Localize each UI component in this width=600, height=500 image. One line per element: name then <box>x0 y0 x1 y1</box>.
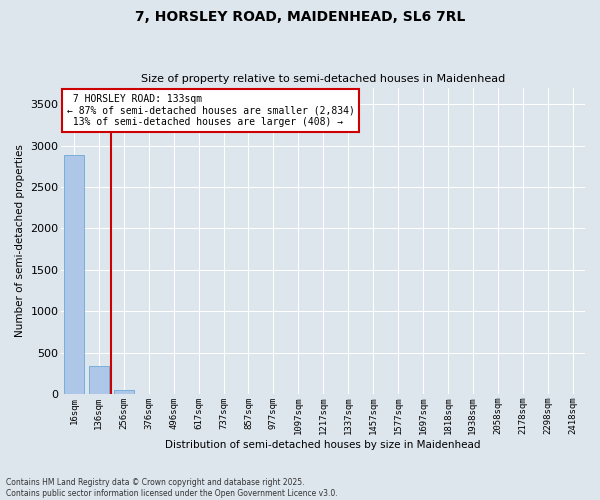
Bar <box>64 154 84 394</box>
X-axis label: Distribution of semi-detached houses by size in Maidenhead: Distribution of semi-detached houses by … <box>166 440 481 450</box>
Y-axis label: Number of semi-detached properties: Number of semi-detached properties <box>15 144 25 337</box>
Bar <box>114 390 134 394</box>
Text: 7, HORSLEY ROAD, MAIDENHEAD, SL6 7RL: 7, HORSLEY ROAD, MAIDENHEAD, SL6 7RL <box>135 10 465 24</box>
Bar <box>89 366 109 394</box>
Text: Contains HM Land Registry data © Crown copyright and database right 2025.
Contai: Contains HM Land Registry data © Crown c… <box>6 478 338 498</box>
Text: 7 HORSLEY ROAD: 133sqm
← 87% of semi-detached houses are smaller (2,834)
 13% of: 7 HORSLEY ROAD: 133sqm ← 87% of semi-det… <box>67 94 355 127</box>
Title: Size of property relative to semi-detached houses in Maidenhead: Size of property relative to semi-detach… <box>141 74 505 84</box>
